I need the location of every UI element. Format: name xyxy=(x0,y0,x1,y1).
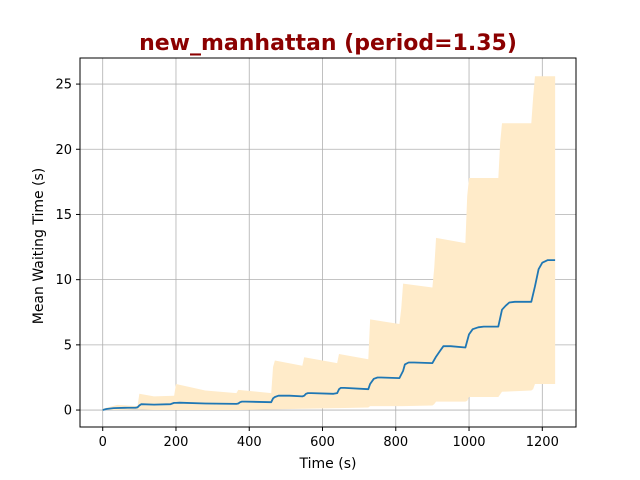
y-tick-label: 20 xyxy=(55,143,72,158)
x-axis-label: Time (s) xyxy=(299,456,357,472)
chart-title: new_manhattan (period=1.35) xyxy=(139,31,517,56)
x-tick-label: 200 xyxy=(164,435,189,450)
y-tick-label: 5 xyxy=(64,338,72,353)
x-tick-label: 1000 xyxy=(452,435,485,450)
x-tick-label: 1200 xyxy=(526,435,559,450)
range-band xyxy=(102,76,556,411)
y-tick-label: 0 xyxy=(64,404,72,419)
y-tick-label: 15 xyxy=(55,208,72,223)
y-tick-label: 10 xyxy=(55,273,72,288)
y-axis-label: Mean Waiting Time (s) xyxy=(31,168,47,325)
x-tick-label: 600 xyxy=(310,435,335,450)
plot-area: 0 200 400 600 800 1000 1200 0 5 10 15 20 25 xyxy=(55,57,577,450)
y-tick-label: 25 xyxy=(55,78,72,93)
x-tick-label: 400 xyxy=(237,435,262,450)
x-tick-label: 0 xyxy=(99,435,107,450)
series-line xyxy=(102,259,556,411)
plot-frame xyxy=(79,57,577,428)
x-tick-label: 800 xyxy=(383,435,408,450)
